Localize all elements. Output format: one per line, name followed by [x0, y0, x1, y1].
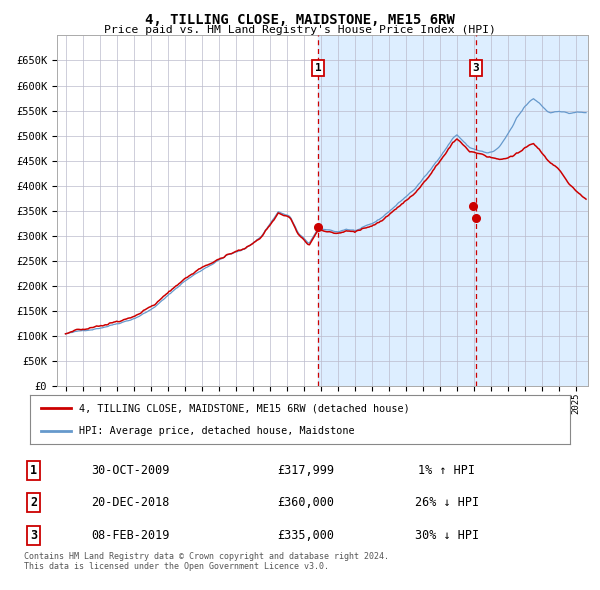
Text: 1: 1 — [314, 63, 321, 73]
Text: 2: 2 — [30, 496, 37, 509]
Text: HPI: Average price, detached house, Maidstone: HPI: Average price, detached house, Maid… — [79, 425, 354, 435]
Text: 26% ↓ HPI: 26% ↓ HPI — [415, 496, 479, 509]
Text: 3: 3 — [30, 529, 37, 542]
Text: £360,000: £360,000 — [277, 496, 334, 509]
Text: This data is licensed under the Open Government Licence v3.0.: This data is licensed under the Open Gov… — [24, 562, 329, 571]
Text: 4, TILLING CLOSE, MAIDSTONE, ME15 6RW (detached house): 4, TILLING CLOSE, MAIDSTONE, ME15 6RW (d… — [79, 404, 409, 414]
Text: Price paid vs. HM Land Registry's House Price Index (HPI): Price paid vs. HM Land Registry's House … — [104, 25, 496, 35]
Text: Contains HM Land Registry data © Crown copyright and database right 2024.: Contains HM Land Registry data © Crown c… — [24, 552, 389, 560]
Text: 30-OCT-2009: 30-OCT-2009 — [92, 464, 170, 477]
Text: 20-DEC-2018: 20-DEC-2018 — [92, 496, 170, 509]
Text: 08-FEB-2019: 08-FEB-2019 — [92, 529, 170, 542]
Text: £317,999: £317,999 — [277, 464, 334, 477]
Text: 30% ↓ HPI: 30% ↓ HPI — [415, 529, 479, 542]
Text: 1% ↑ HPI: 1% ↑ HPI — [418, 464, 475, 477]
Text: 3: 3 — [472, 63, 479, 73]
Bar — [318, 35, 600, 386]
Text: 1: 1 — [30, 464, 37, 477]
Text: 4, TILLING CLOSE, MAIDSTONE, ME15 6RW: 4, TILLING CLOSE, MAIDSTONE, ME15 6RW — [145, 13, 455, 27]
Text: £335,000: £335,000 — [277, 529, 334, 542]
